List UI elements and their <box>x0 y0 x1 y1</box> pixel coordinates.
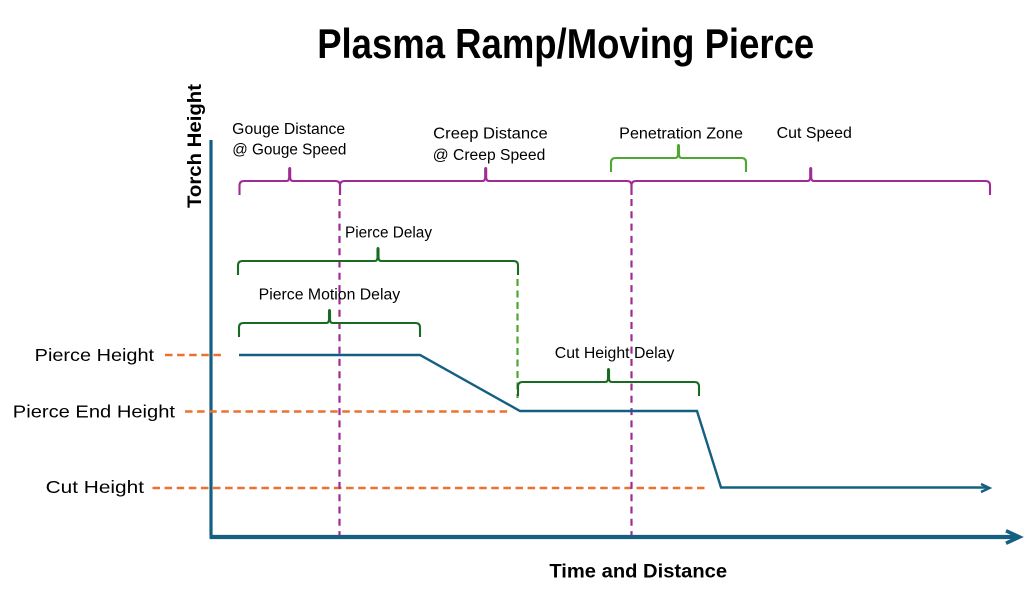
svg-text:Cut Height: Cut Height <box>46 477 144 497</box>
svg-text:Pierce Height: Pierce Height <box>35 345 154 365</box>
svg-text:Plasma Ramp/Moving Pierce: Plasma Ramp/Moving Pierce <box>317 20 814 67</box>
svg-text:Creep Distance: Creep Distance <box>433 126 548 143</box>
svg-text:Time and Distance: Time and Distance <box>549 561 727 583</box>
svg-text:Penetration Zone: Penetration Zone <box>619 126 743 143</box>
svg-text:Torch Height: Torch Height <box>184 83 206 208</box>
svg-text:Gouge Distance: Gouge Distance <box>232 121 345 138</box>
svg-text:Pierce Delay: Pierce Delay <box>345 224 432 241</box>
svg-text:Pierce End Height: Pierce End Height <box>13 401 175 421</box>
svg-text:@ Gouge Speed: @ Gouge Speed <box>232 142 346 159</box>
svg-text:Cut Speed: Cut Speed <box>777 125 852 142</box>
svg-text:@ Creep Speed: @ Creep Speed <box>433 147 546 164</box>
svg-text:Cut Height Delay: Cut Height Delay <box>555 345 675 362</box>
svg-text:Pierce Motion Delay: Pierce Motion Delay <box>259 286 401 303</box>
